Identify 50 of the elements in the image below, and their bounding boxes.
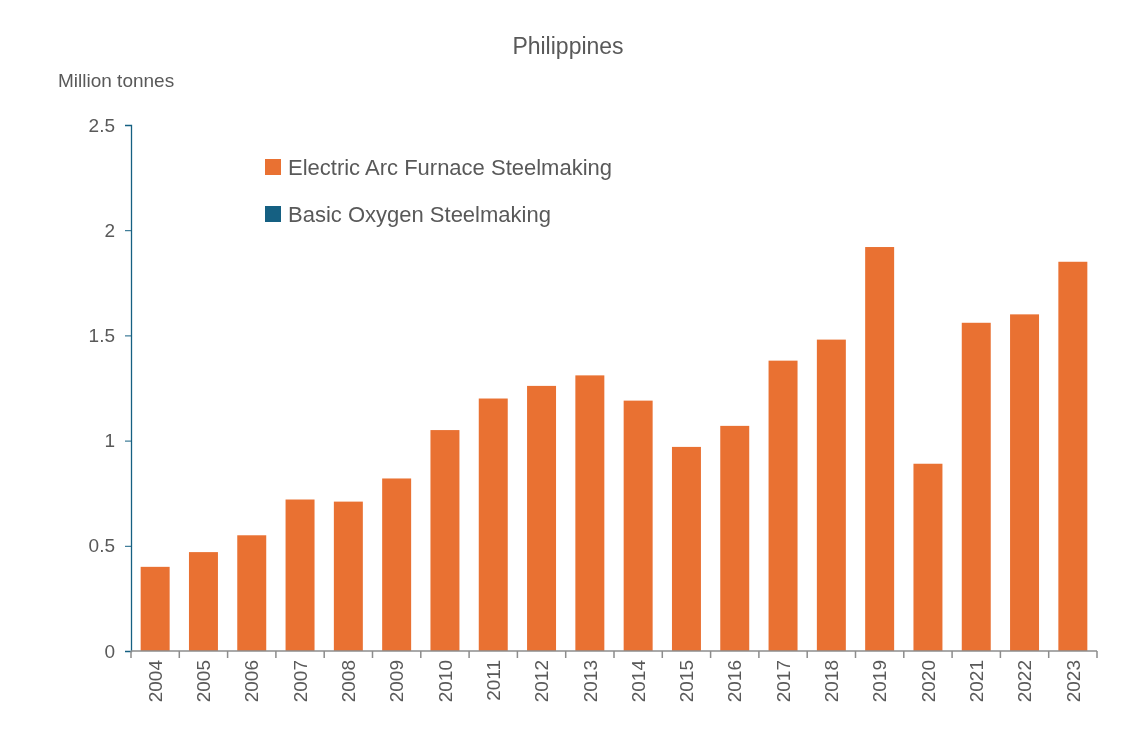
bar [140,566,170,651]
bar [816,339,846,651]
bar [913,463,943,651]
bar [527,385,557,651]
bar [188,552,218,651]
x-tick-label: 2018 [821,660,842,703]
bar [768,360,798,651]
bar [1010,314,1040,651]
y-tick-label: 2.5 [88,114,115,136]
y-tick-label: 0.5 [88,535,115,557]
y-tick-label: 0 [104,640,115,662]
x-tick-label: 2019 [869,660,891,703]
x-tick-label: 2020 [917,660,939,703]
y-tick-label: 1.5 [88,324,115,346]
y-axis-title: Million tonnes [58,70,175,91]
bar [430,430,460,651]
x-tick-label: 2022 [1014,660,1036,703]
bar [285,499,315,651]
x-tick-label: 2021 [965,660,987,703]
x-tick-label: 2004 [144,659,166,703]
legend-label: Basic Oxygen Steelmaking [288,201,551,227]
x-tick-label: 2010 [434,660,456,703]
x-tick-label: 2023 [1062,660,1084,703]
x-tick-label: 2012 [531,660,553,703]
bar [478,398,508,651]
x-tick-label: 2009 [386,660,408,703]
x-tick-label: 2005 [193,660,215,703]
bar [865,247,895,651]
bar [575,375,605,651]
bar [671,446,701,651]
bar [237,535,267,651]
x-tick-label: 2017 [772,660,794,703]
chart-title: Philippines [512,33,624,59]
bar [961,322,991,651]
y-tick-label: 1 [104,430,115,452]
legend-label: Electric Arc Furnace Steelmaking [288,154,613,180]
x-tick-label: 2008 [338,660,359,703]
bar [1058,261,1088,651]
x-tick-label: 2013 [579,660,601,703]
x-tick-label: 2006 [241,660,263,703]
bar [382,478,412,651]
x-tick-label: 2014 [627,659,649,703]
bar [623,400,653,651]
bar [333,501,363,651]
y-tick-label: 2 [104,219,115,241]
x-tick-label: 2007 [289,660,311,703]
bar [720,425,750,651]
x-tick-label: 2016 [724,660,746,703]
x-tick-label: 2015 [676,660,698,703]
x-tick-label: 2011 [482,660,504,701]
